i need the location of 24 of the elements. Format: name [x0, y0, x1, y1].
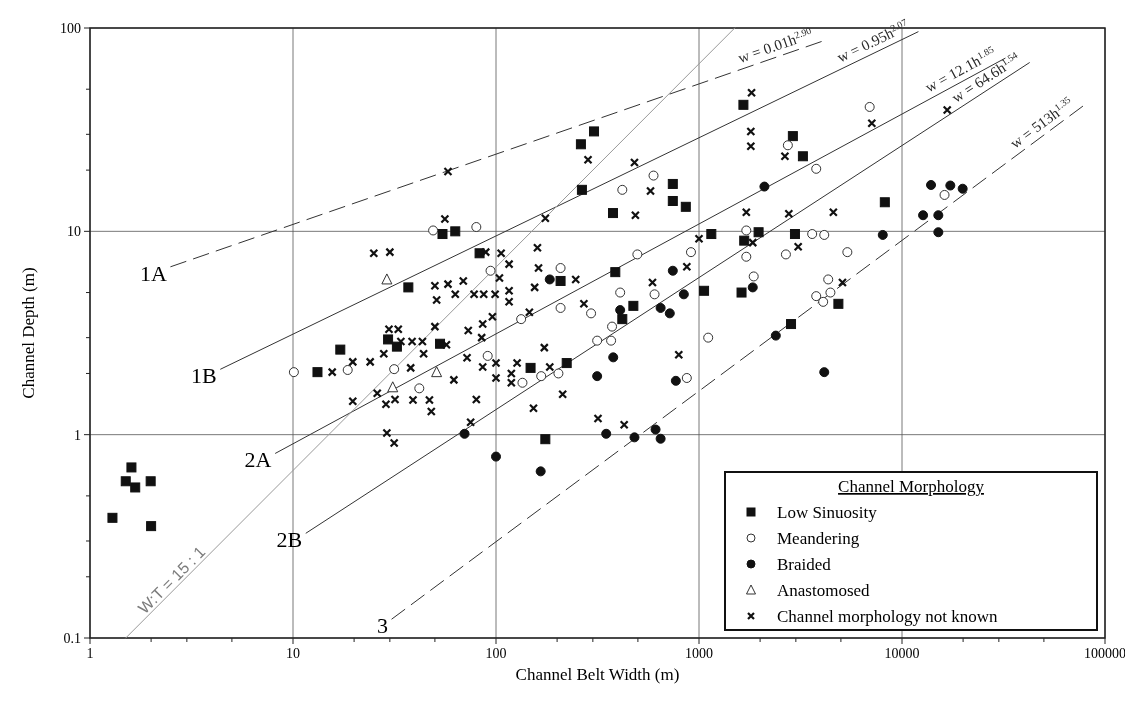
x-axis-title: Channel Belt Width (m)	[515, 665, 680, 684]
annotation: 2A	[244, 447, 272, 473]
x-tick-label: 1000	[685, 646, 713, 661]
legend-label: Anastomosed	[777, 581, 871, 600]
legend-label: Meandering	[777, 529, 860, 548]
y-tick-label: 10	[67, 224, 81, 240]
text: W:T = 15 : 1	[134, 543, 209, 617]
y-tick-label: 100	[60, 21, 81, 36]
legend-label: Braided	[777, 555, 832, 574]
x-tick-label: 1	[86, 646, 94, 661]
y-tick-label: 0.1	[63, 631, 81, 646]
x-tick-label: 10000	[884, 646, 920, 661]
legend-title: Channel Morphology	[838, 477, 985, 496]
annotation: 1A	[139, 260, 167, 286]
annotation: 1B	[190, 363, 217, 389]
x-tick-label: 100	[485, 646, 507, 661]
y-tick-label: 1	[74, 427, 81, 443]
annotation: 2B	[276, 527, 303, 553]
x-tick-label: 10	[286, 646, 300, 661]
annotation: 3	[376, 613, 388, 638]
legend-label: Channel morphology not known	[777, 607, 999, 626]
x-tick-label: 100000	[1084, 646, 1126, 661]
y-axis-title: Channel Depth (m)	[19, 267, 38, 399]
legend-label: Low Sinuosity	[777, 503, 878, 522]
